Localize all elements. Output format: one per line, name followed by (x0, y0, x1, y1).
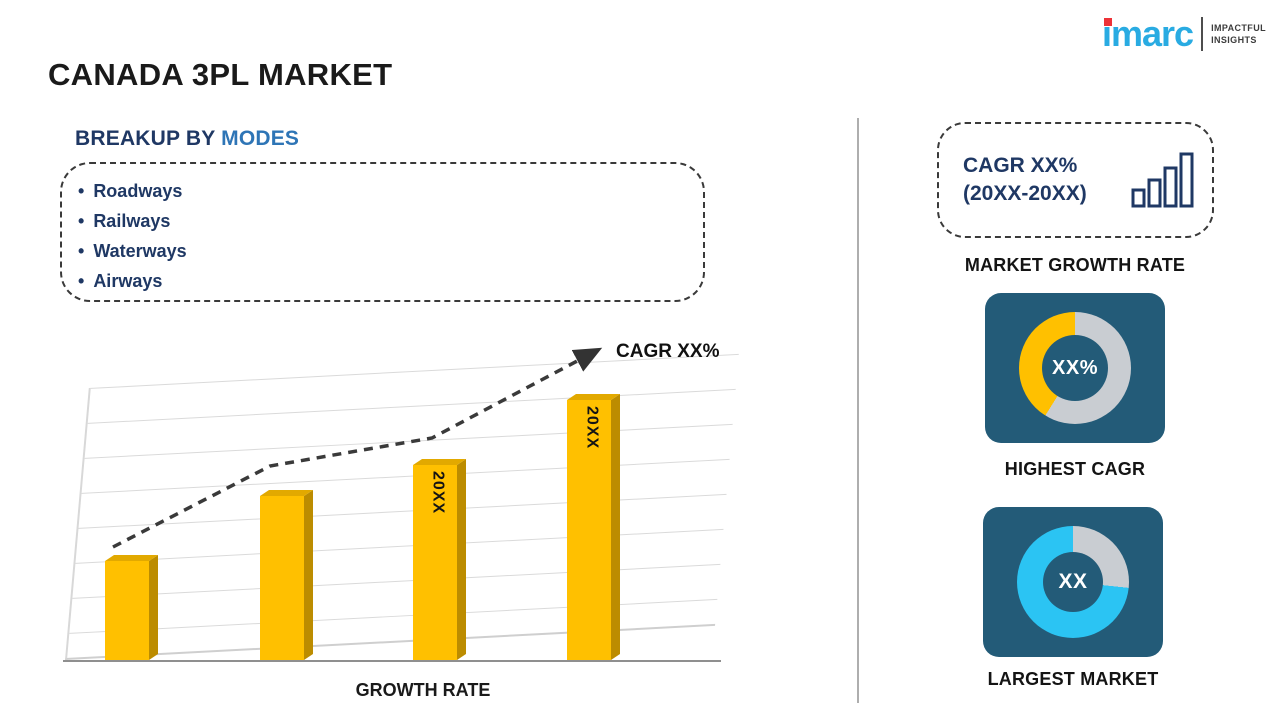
page-title: CANADA 3PL MARKET (48, 57, 393, 92)
mode-item: • Waterways (78, 236, 683, 266)
chart-bar-label: 20XX (429, 471, 447, 515)
chart-bar-side (611, 394, 620, 660)
highest-cagr-donut-icon: XX% (1019, 312, 1131, 424)
bullet-icon: • (78, 181, 85, 201)
chart-bar-side (457, 459, 466, 660)
breakup-heading-highlight: MODES (221, 127, 300, 150)
chart-bar-side (149, 555, 158, 660)
mode-item-label: Railways (93, 211, 171, 231)
bullet-icon: • (78, 211, 85, 231)
imarc-logo: imarc IMPACTFUL INSIGHTS (1102, 16, 1266, 52)
mode-item-label: Roadways (93, 181, 183, 201)
mode-item: • Railways (78, 206, 683, 236)
mode-item-label: Waterways (93, 241, 187, 261)
imarc-brand-text: imarc (1101, 13, 1194, 54)
modes-box: • Roadways • Railways • Waterways • Airways (60, 162, 705, 302)
chart-bar (105, 555, 158, 660)
bullet-icon: • (78, 241, 85, 261)
breakup-heading-prefix: BREAKUP BY (75, 127, 222, 150)
market-growth-rate-caption: MARKET GROWTH RATE (964, 255, 1186, 275)
chart-x-axis-label: GROWTH RATE (355, 680, 491, 700)
chart-baseline (63, 660, 721, 662)
chart-bar-front (105, 561, 149, 660)
logo-tagline-line2: INSIGHTS (1211, 35, 1257, 45)
chart-bar: 20XX (567, 394, 620, 660)
largest-market-caption: LARGEST MARKET (987, 669, 1159, 689)
chart-bar: 20XX (413, 459, 466, 660)
breakup-heading: BREAKUP BY MODES (75, 127, 299, 151)
mode-item: • Airways (78, 266, 683, 296)
growth-box-line1: CAGR XX% (963, 154, 1078, 177)
bullet-icon: • (78, 271, 85, 291)
chart-bar-front (260, 496, 304, 660)
vertical-divider (857, 118, 859, 703)
logo-tagline: IMPACTFUL INSIGHTS (1211, 22, 1266, 46)
chart-bar (260, 490, 313, 660)
chart-bar-side (304, 490, 313, 660)
growth-box-line2: (20XX-20XX) (963, 182, 1087, 205)
mode-item-label: Airways (93, 271, 163, 291)
imarc-logo-wordmark: imarc (1101, 13, 1194, 54)
trend-cagr-label: CAGR XX% (616, 341, 720, 362)
largest-market-donut-icon: XX (1017, 526, 1129, 638)
logo-divider (1201, 17, 1204, 51)
market-growth-rate-box: CAGR XX% (20XX-20XX) (937, 122, 1214, 238)
chart-bar-top (567, 394, 620, 400)
largest-market-value: XX (1043, 552, 1103, 612)
bar-chart: 20XX 20XX (65, 378, 725, 662)
logo-tagline-line1: IMPACTFUL (1211, 22, 1266, 33)
imarc-red-dot-icon (1103, 18, 1112, 26)
modes-list: • Roadways • Railways • Waterways • Airways (78, 176, 683, 296)
mode-item: • Roadways (78, 176, 683, 206)
chart-bar-top (260, 490, 313, 496)
chart-bar-top (413, 459, 466, 465)
highest-cagr-value: XX% (1042, 335, 1108, 401)
chart-bar-label: 20XX (583, 406, 601, 450)
growth-box-text: CAGR XX% (20XX-20XX) (963, 152, 1122, 208)
bar-chart-icon (1131, 152, 1194, 208)
chart-bar-top (105, 555, 158, 561)
largest-market-card: XX (983, 507, 1163, 657)
highest-cagr-caption: HIGHEST CAGR (1004, 459, 1146, 479)
highest-cagr-card: XX% (985, 293, 1165, 443)
